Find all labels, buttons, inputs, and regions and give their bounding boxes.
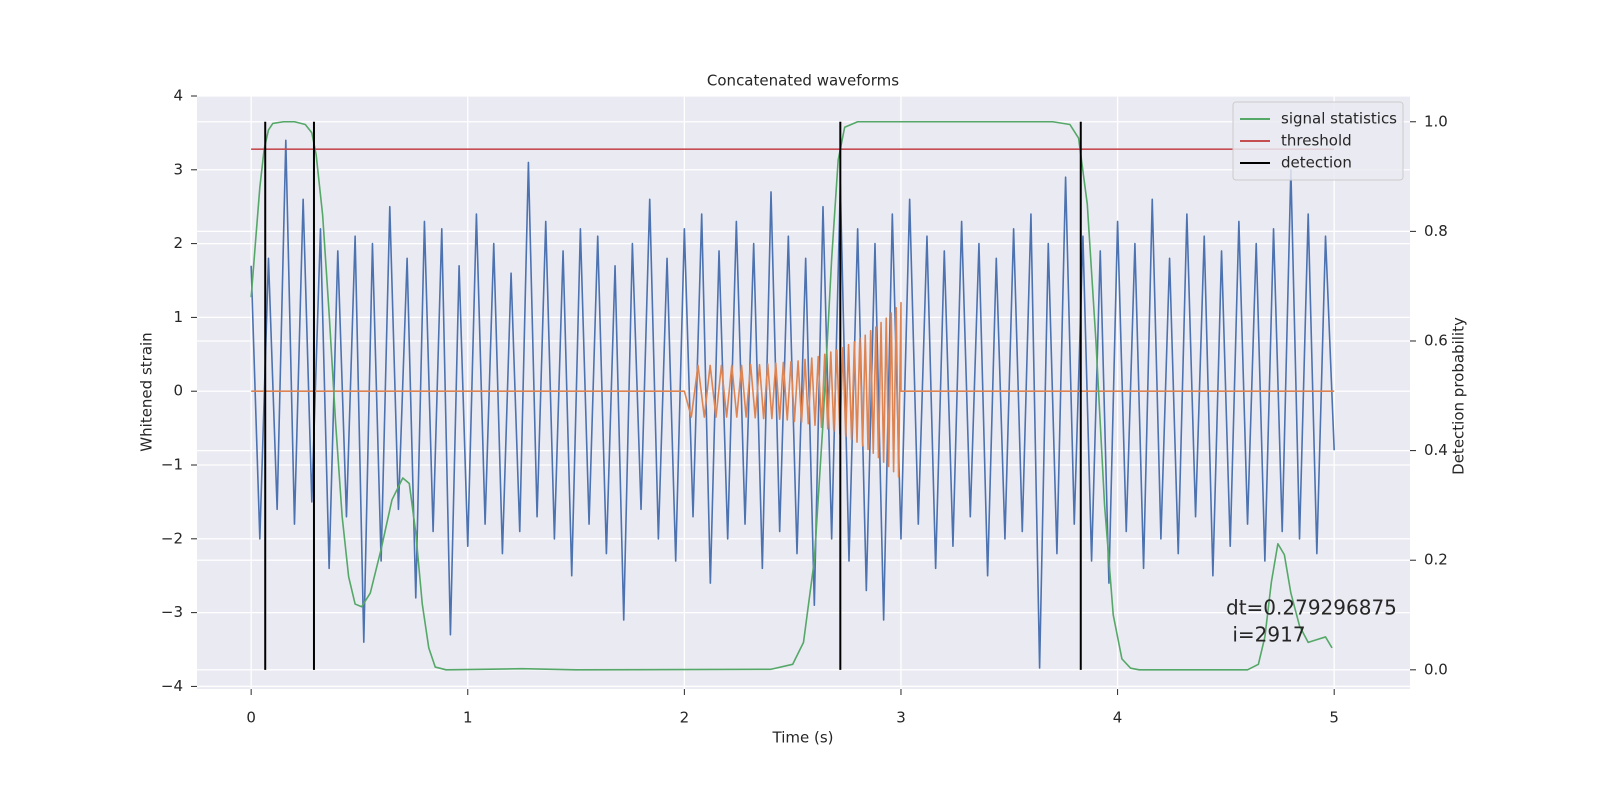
y-tick-label: −4 bbox=[161, 677, 183, 695]
plot-marks bbox=[250, 120, 1335, 671]
x-tick-label: 2 bbox=[680, 709, 690, 727]
y-tick-label: −3 bbox=[161, 603, 183, 621]
y-tick-label: −1 bbox=[161, 456, 183, 474]
y2-tick-label: 0.2 bbox=[1424, 551, 1448, 569]
y-tick-label: 3 bbox=[173, 160, 183, 178]
legend-label: threshold bbox=[1281, 132, 1352, 150]
y2-tick-label: 1.0 bbox=[1424, 112, 1448, 130]
y2-axis-label: Detection probability bbox=[1450, 317, 1468, 475]
overlay: 0 1 2 3 4 5 −4 −3 −2 −1 0 1 2 3 4 0.0 0.2 0.4 0.6 0.8 1.0 dt=… bbox=[161, 87, 1448, 727]
y-tick-label: −2 bbox=[161, 529, 183, 547]
y-tick-label: 4 bbox=[173, 87, 183, 105]
legend-box bbox=[1232, 101, 1404, 181]
annotation: dt=0.279296875 bbox=[1226, 596, 1397, 620]
x-axis-label: Time (s) bbox=[772, 729, 834, 747]
y-tick-label: 0 bbox=[173, 382, 183, 400]
y2-tick-label: 0.8 bbox=[1424, 222, 1448, 240]
y-tick-label: 2 bbox=[173, 234, 183, 252]
series-line bbox=[250, 120, 1333, 671]
series-line bbox=[251, 301, 1335, 478]
y-tick-label: 1 bbox=[173, 308, 183, 326]
x-tick-label: 1 bbox=[463, 709, 473, 727]
y2-tick-label: 0.6 bbox=[1424, 331, 1448, 349]
x-tick-label: 3 bbox=[896, 709, 906, 727]
annotation: i=2917 bbox=[1226, 623, 1306, 647]
y2-tick-label: 0.0 bbox=[1424, 660, 1448, 678]
x-tick-label: 5 bbox=[1329, 709, 1339, 727]
chart-title: Concatenated waveforms bbox=[707, 72, 899, 90]
x-tick-label: 0 bbox=[246, 709, 256, 727]
x-tick-label: 4 bbox=[1113, 709, 1123, 727]
y2-tick-label: 0.4 bbox=[1424, 441, 1448, 459]
y-axis-label: Whitened strain bbox=[138, 332, 156, 451]
legend-label: detection bbox=[1281, 154, 1352, 172]
legend-label: signal statistics bbox=[1281, 110, 1397, 128]
